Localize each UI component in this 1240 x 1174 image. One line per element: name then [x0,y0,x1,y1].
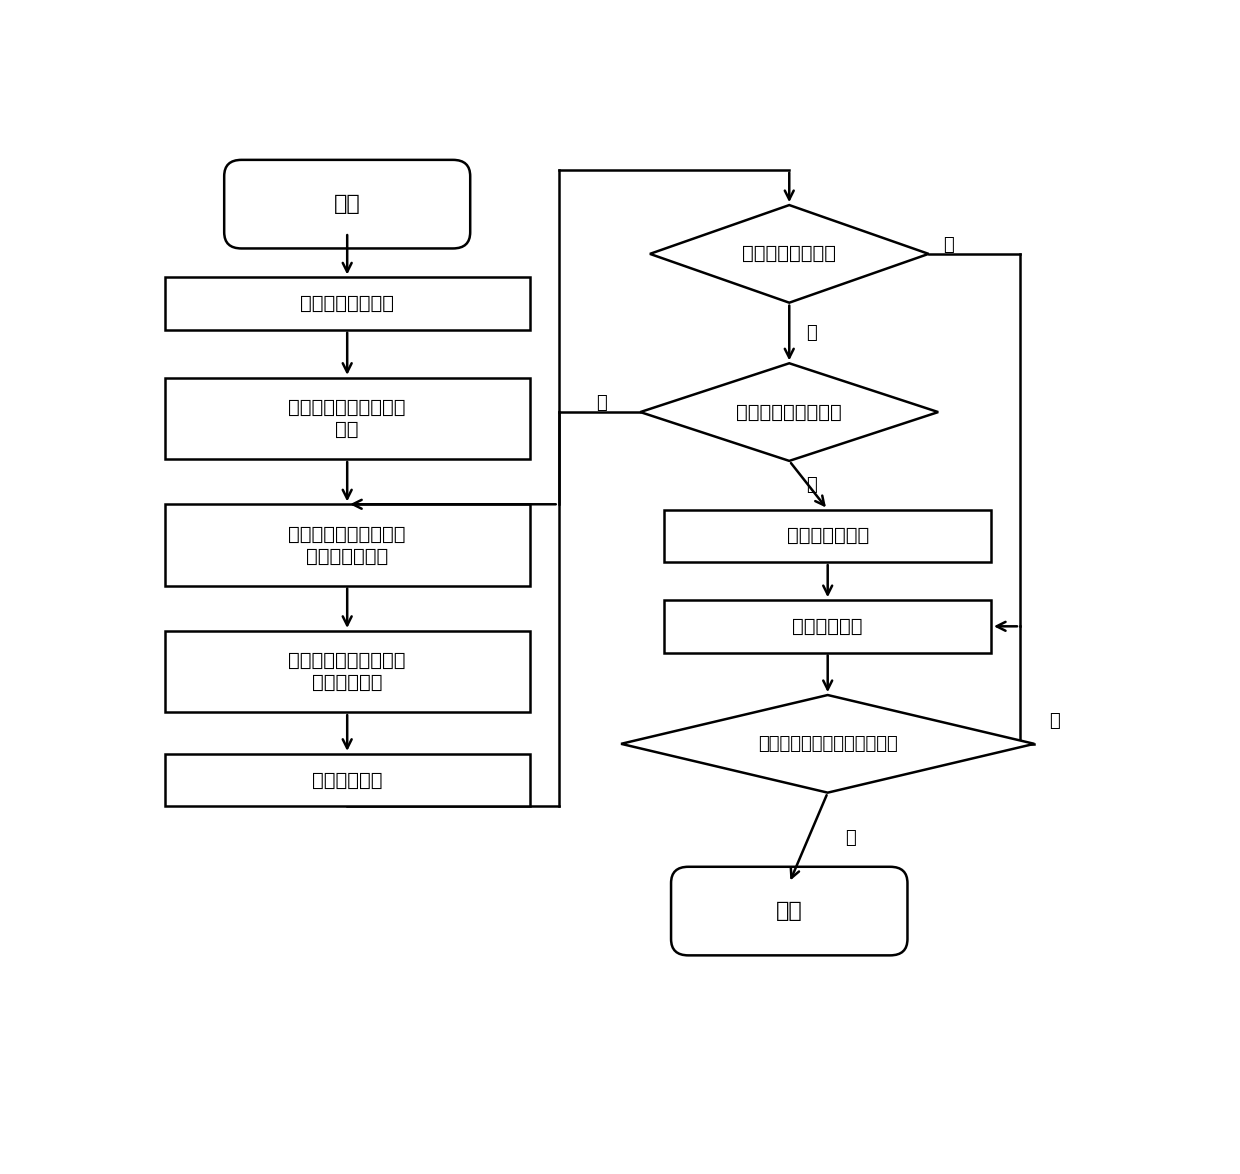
Bar [165,754,529,807]
Text: 多目标优化达标？: 多目标优化达标？ [743,244,836,263]
Text: 弃风、弃光统计: 弃风、弃光统计 [786,526,869,546]
Text: 否: 否 [844,829,856,846]
Text: 是否进行下一时刻调控计划？: 是否进行下一时刻调控计划？ [758,735,898,753]
Text: 结束: 结束 [776,902,802,922]
Text: 弹性负荷响应: 弹性负荷响应 [312,770,382,789]
Bar [165,630,529,713]
Bar [665,510,991,562]
Text: 否: 否 [806,324,817,342]
Text: 根据调控周期选择适当
时域内弹性负荷: 根据调控周期选择适当 时域内弹性负荷 [289,525,405,566]
Text: 负荷调增能力剩余？: 负荷调增能力剩余？ [737,403,842,421]
Text: 确定调控目标曲线: 确定调控目标曲线 [300,295,394,313]
FancyBboxPatch shape [224,160,470,249]
Bar [165,505,529,586]
Bar [165,277,529,330]
Polygon shape [650,205,929,303]
Text: 根据曲线大小确定大小
容量负荷组合: 根据曲线大小确定大小 容量负荷组合 [289,652,405,691]
Text: 否: 否 [806,477,817,494]
Text: 是: 是 [596,394,608,412]
Text: 开始: 开始 [334,194,361,214]
Bar [665,600,991,653]
Text: 是: 是 [1049,713,1059,730]
Text: 消纳效益评估: 消纳效益评估 [792,616,863,636]
Text: 确定调控周期内多优化
目标: 确定调控周期内多优化 目标 [289,398,405,439]
Bar [165,378,529,459]
Text: 是: 是 [944,236,954,254]
Polygon shape [621,695,1034,792]
Polygon shape [640,363,939,461]
FancyBboxPatch shape [671,866,908,956]
